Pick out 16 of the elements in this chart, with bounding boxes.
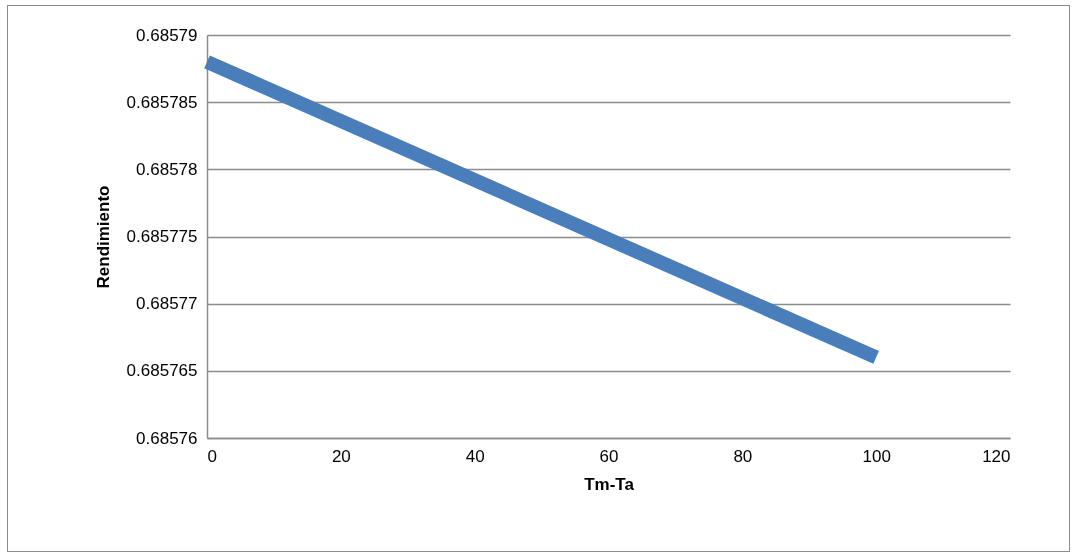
x-tick-label: 20 <box>331 446 351 466</box>
y-tick-label: 0.68578 <box>136 159 198 179</box>
x-tick-label: 40 <box>465 446 485 466</box>
x-tick-label: 100 <box>862 446 891 466</box>
x-tick-label: 0 <box>207 446 217 466</box>
x-tick-label: 60 <box>599 446 619 466</box>
y-tick-label: 0.685785 <box>126 92 198 112</box>
x-tick-label: 120 <box>982 446 1011 466</box>
y-tick-label: 0.685775 <box>126 227 198 246</box>
x-tick-label: 80 <box>733 446 753 466</box>
y-axis-title: Rendimiento <box>93 185 113 289</box>
y-tick-label: 0.68576 <box>136 428 198 448</box>
y-tick-label: 0.68579 <box>136 25 198 45</box>
y-tick-label: 0.68577 <box>136 294 198 314</box>
x-axis-title: Tm-Ta <box>584 474 635 494</box>
y-tick-label: 0.685765 <box>126 361 198 381</box>
